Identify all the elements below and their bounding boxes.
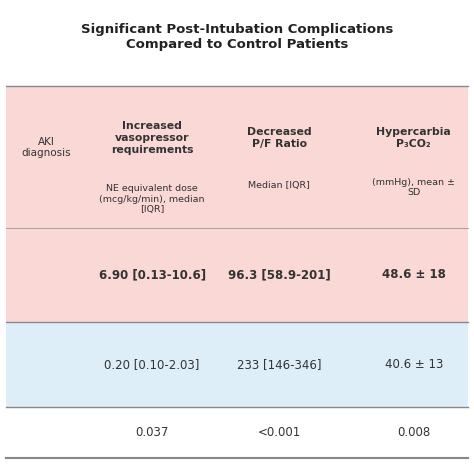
Text: 40.6 ± 13: 40.6 ± 13 (384, 358, 443, 371)
Bar (6, 322, 468, 407)
Text: 96.3 [58.9-201]: 96.3 [58.9-201] (228, 268, 331, 281)
Text: 48.6 ± 18: 48.6 ± 18 (382, 268, 446, 281)
Text: Median [IQR]: Median [IQR] (248, 181, 310, 190)
Bar (6, 86, 468, 322)
Text: Decreased
P/F Ratio: Decreased P/F Ratio (247, 127, 312, 149)
Text: Increased
vasopressor
requirements: Increased vasopressor requirements (111, 121, 193, 155)
Text: 6.90 [0.13-10.6]: 6.90 [0.13-10.6] (99, 268, 206, 281)
Text: 0.20 [0.10-2.03]: 0.20 [0.10-2.03] (104, 358, 200, 371)
Text: Hypercarbia
P₃CO₂: Hypercarbia P₃CO₂ (376, 127, 451, 149)
Text: <0.001: <0.001 (258, 426, 301, 439)
Text: (mmHg), mean ±
SD: (mmHg), mean ± SD (372, 178, 455, 197)
Text: 0.008: 0.008 (397, 426, 430, 439)
Text: 233 [146-346]: 233 [146-346] (237, 358, 322, 371)
Text: AKI
diagnosis: AKI diagnosis (21, 137, 71, 158)
Text: 0.037: 0.037 (136, 426, 169, 439)
Text: NE equivalent dose
(mcg/kg/min), median
[IQR]: NE equivalent dose (mcg/kg/min), median … (100, 184, 205, 214)
Text: Significant Post-Intubation Complications
Compared to Control Patients: Significant Post-Intubation Complication… (81, 23, 393, 51)
